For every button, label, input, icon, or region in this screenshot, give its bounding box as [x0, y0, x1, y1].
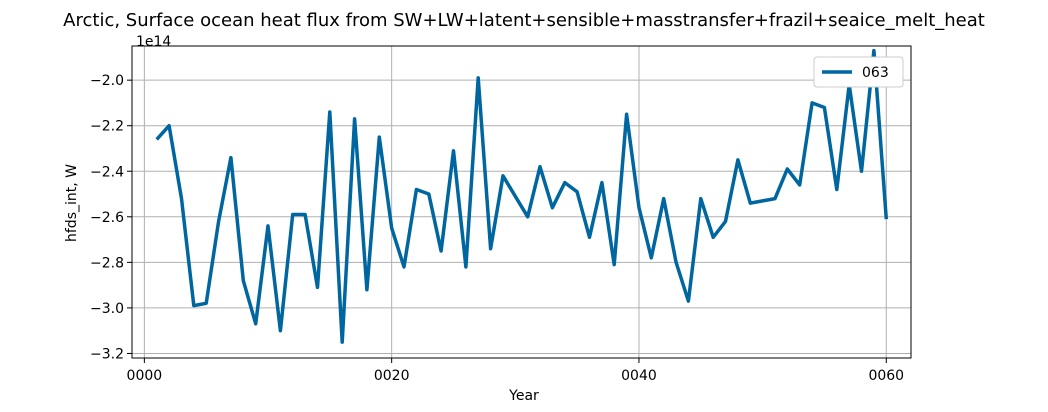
chart-title: Arctic, Surface ocean heat flux from SW+… [63, 10, 985, 31]
y-tick-label: −2.2 [90, 119, 124, 135]
series-line-063 [155, 48, 889, 344]
legend-box [813, 56, 904, 88]
legend-label: 063 [862, 65, 889, 81]
x-axis-title: Year [508, 388, 539, 404]
grid [132, 46, 911, 358]
x-tick-label: 0000 [127, 368, 163, 384]
legend: 063 [813, 56, 904, 88]
y-tick-label: −3.2 [90, 346, 124, 362]
x-tick-label: 0040 [621, 368, 657, 384]
axis-ticks: 0000 0020 0040 0060 −3.2 −3.0 −2.8 −2.6 −2.4 −2.2… [90, 73, 904, 384]
x-tick-label: 0060 [868, 368, 904, 384]
y-tick-label: −2.4 [90, 164, 124, 180]
y-axis-title: hfds_int, W [64, 164, 80, 242]
plot-frame [131, 45, 912, 359]
y-tick-label: −3.0 [90, 301, 124, 317]
y-tick-label: −2.6 [90, 210, 124, 226]
y-tick-label: −2.8 [90, 255, 124, 271]
y-offset-label: 1e14 [136, 34, 171, 50]
y-tick-label: −2.0 [90, 73, 124, 89]
x-tick-label: 0020 [374, 368, 410, 384]
